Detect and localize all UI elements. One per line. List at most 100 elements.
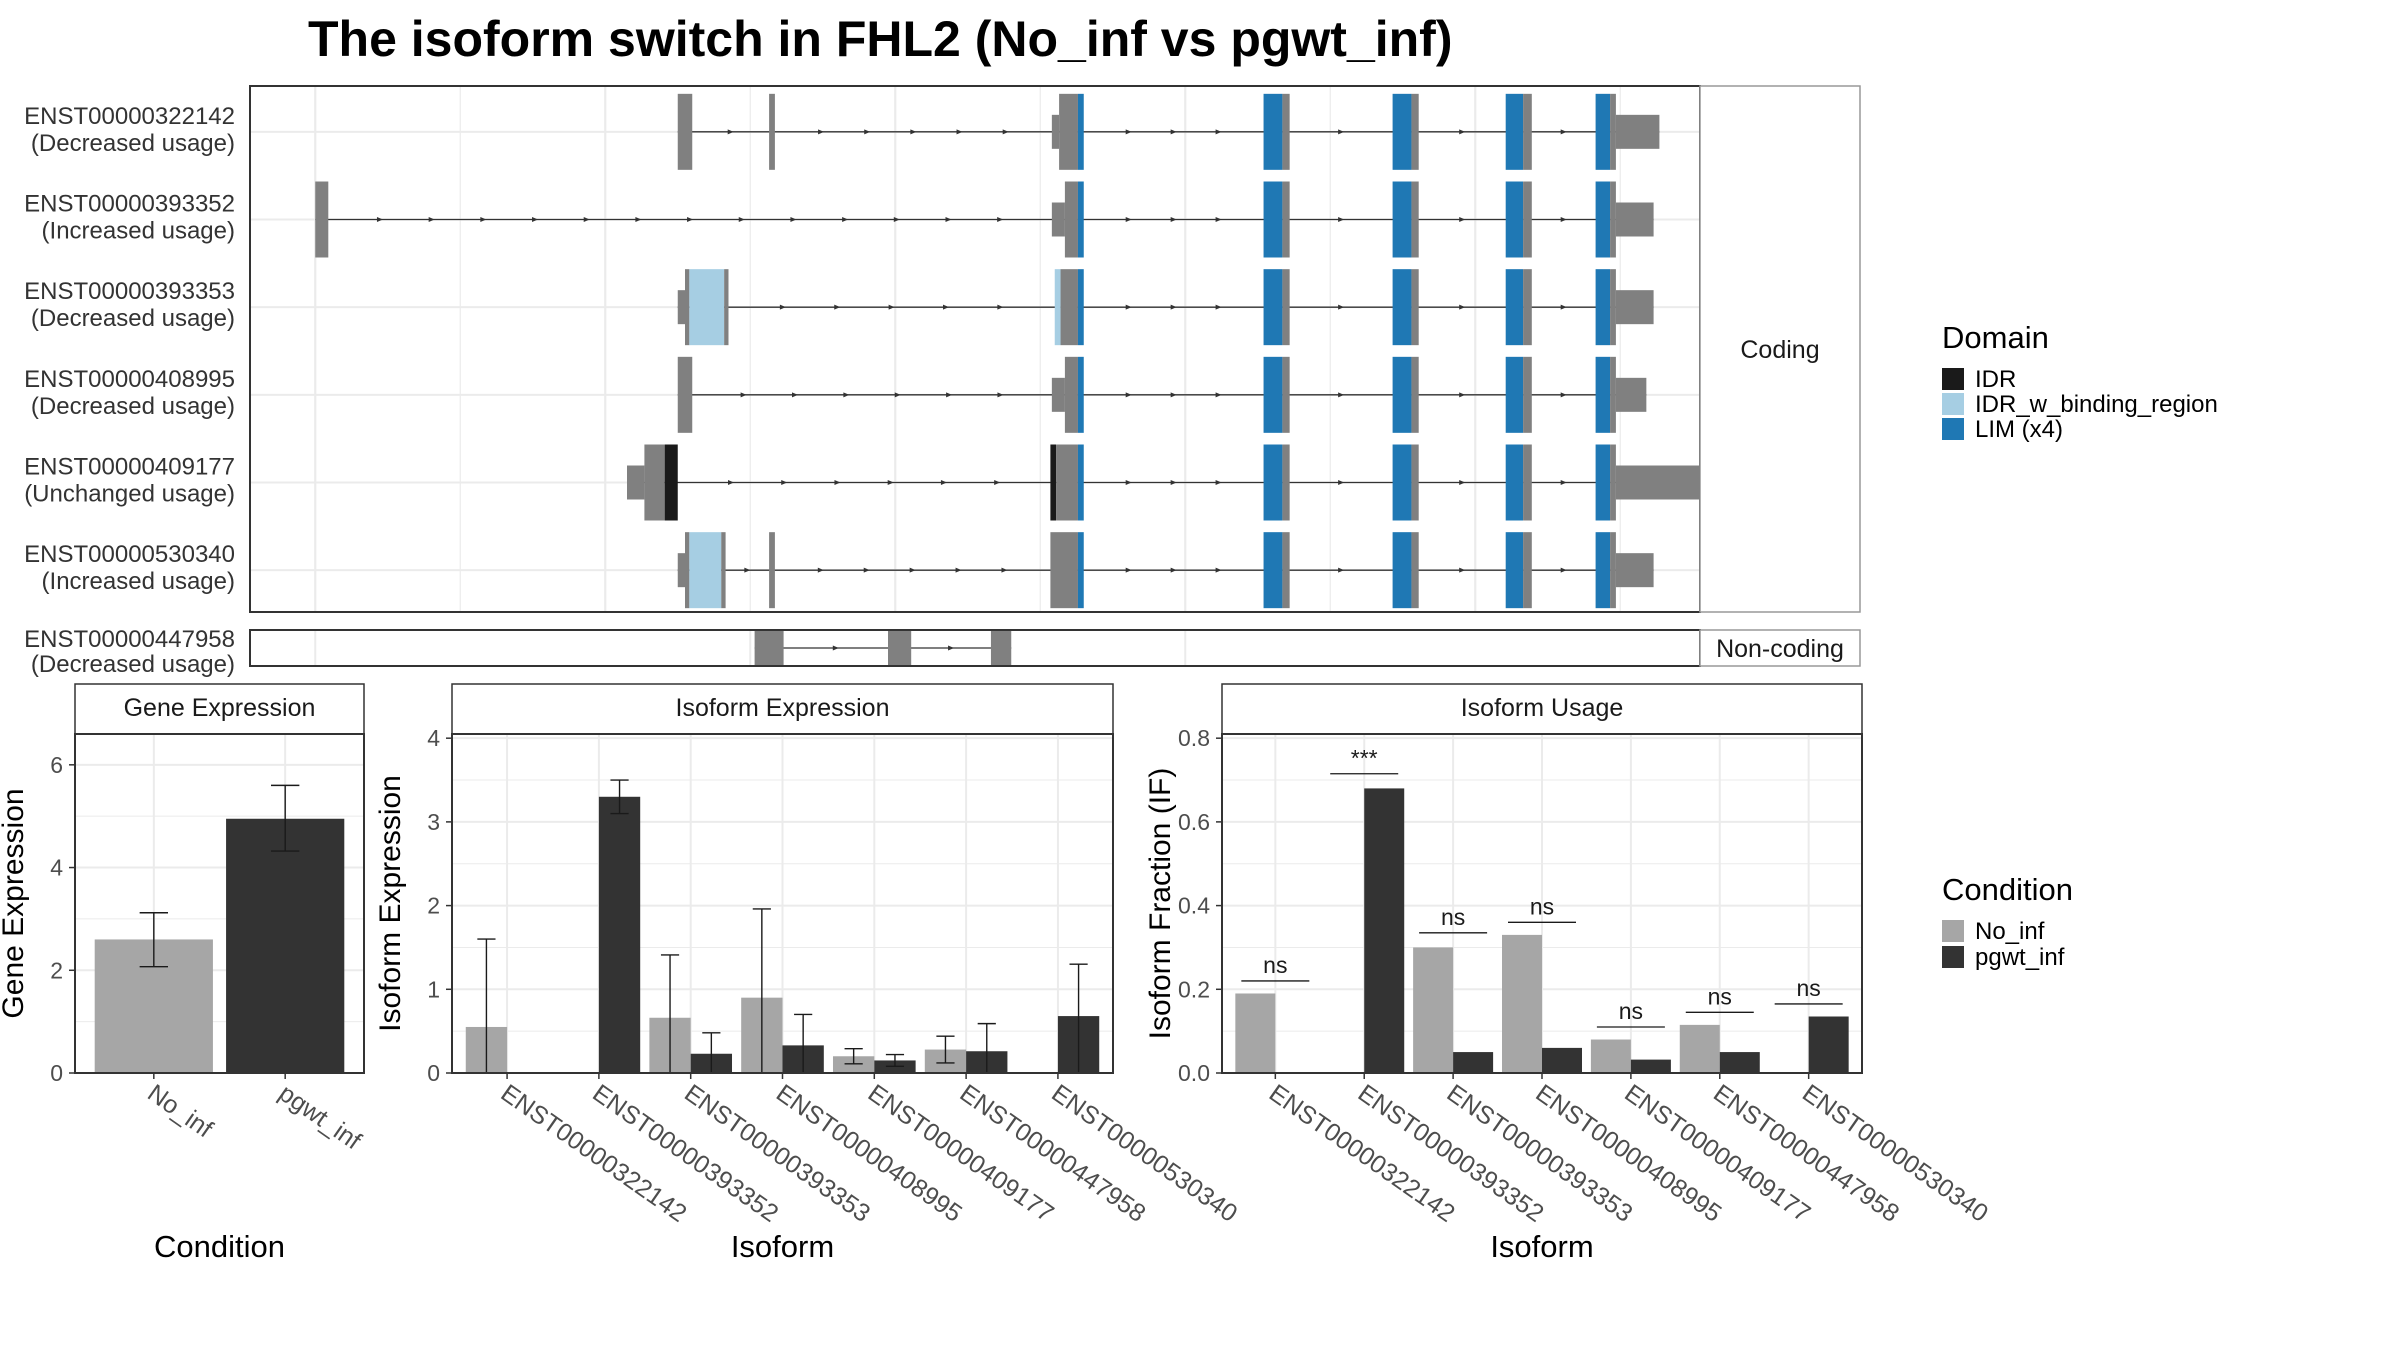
intron-arrow	[910, 129, 917, 135]
lim-x4-domain-block	[1077, 269, 1084, 346]
exon-block	[990, 630, 1012, 666]
lim-x4-domain-block	[1505, 356, 1524, 433]
intron-arrow	[635, 217, 642, 222]
intron-arrow	[1215, 129, 1222, 135]
intron-arrow	[946, 392, 953, 398]
significance-label: ns	[1441, 904, 1465, 930]
domain-legend-label: IDR_w_binding_region	[1975, 391, 2218, 418]
intron-arrow	[1338, 480, 1345, 485]
y-tick-label: 3	[427, 809, 440, 835]
idr-domain-block	[664, 444, 678, 521]
noncoding-facet-label: Non-coding	[1716, 635, 1844, 663]
coding-facet-strip	[1699, 85, 1861, 613]
intron-arrow	[1125, 304, 1132, 310]
significance-label: ns	[1263, 952, 1287, 978]
transcript-usage-label: (Decreased usage)	[31, 651, 235, 678]
exon-block	[769, 532, 775, 609]
y-tick-label: 0.4	[1178, 893, 1210, 919]
transcript-usage-label: (Unchanged usage)	[24, 481, 235, 508]
lim-x4-domain-block	[1505, 532, 1524, 609]
intron-arrow	[727, 480, 734, 485]
intron-arrow	[1560, 304, 1567, 310]
intron-arrow	[1560, 480, 1567, 485]
intron-arrow	[1338, 129, 1345, 135]
exon-block	[1610, 356, 1616, 433]
intron-arrow	[1459, 567, 1466, 573]
condition-legend-label: pgwt_inf	[1975, 944, 2065, 971]
intron-arrow	[863, 567, 870, 573]
lim-x4-domain-block	[1392, 444, 1412, 521]
idr-domain-block	[1050, 444, 1057, 521]
exon-block	[1411, 93, 1419, 170]
intron-arrow	[997, 392, 1004, 398]
plot-panel-border	[74, 733, 365, 1074]
lim-x4-domain-block	[1392, 93, 1412, 170]
exon-block	[1523, 356, 1532, 433]
y-tick-label: 2	[50, 957, 63, 983]
intron-arrow	[1001, 567, 1008, 573]
intron-arrow	[842, 217, 849, 222]
transcript-usage-label: (Decreased usage)	[31, 130, 235, 157]
y-tick-label: 0.8	[1178, 725, 1210, 751]
exon-block	[1050, 532, 1078, 609]
lim-x4-domain-block	[1392, 269, 1412, 346]
exon-block	[1282, 93, 1290, 170]
intron-arrow	[376, 217, 383, 222]
transcript-ENST00000393353	[677, 269, 1654, 346]
bar-no-inf-enst00000409177	[832, 1056, 875, 1073]
domain-legend-label: IDR	[1975, 366, 2016, 393]
significance-label: ns	[1797, 975, 1821, 1001]
exon-block	[1610, 93, 1616, 170]
intron-arrow	[818, 129, 825, 135]
intron-arrow	[945, 217, 952, 222]
idr-w-binding-region-domain-block	[689, 532, 722, 609]
domain-legend-title: Domain	[1942, 320, 2049, 355]
lim-x4-domain-block	[1263, 269, 1283, 346]
intron-arrow	[1459, 480, 1466, 485]
intron-arrow	[1170, 217, 1177, 222]
exon-block	[1282, 444, 1290, 521]
exon-block	[677, 290, 685, 325]
intron-arrow	[727, 129, 734, 135]
domain-legend-key-idr	[1942, 368, 1964, 390]
transcript-ENST00000409177	[627, 444, 1735, 521]
intron-arrow	[738, 217, 745, 222]
exon-block	[1610, 532, 1616, 609]
intron-arrow	[1215, 567, 1222, 573]
lim-x4-domain-block	[1595, 269, 1611, 346]
y-tick-label: 6	[50, 752, 63, 778]
exon-block	[1064, 181, 1078, 258]
intron-arrow	[1125, 392, 1132, 398]
bar-pgwt-inf-enst00000393353	[1453, 1052, 1494, 1073]
exon-block	[1615, 290, 1654, 325]
y-tick-label: 2	[427, 893, 440, 919]
intron-arrow	[779, 304, 786, 310]
lim-x4-domain-block	[1392, 532, 1412, 609]
condition-legend-label: No_inf	[1975, 918, 2045, 945]
intron-arrow	[1338, 304, 1345, 310]
domain-legend-key-idr-w-binding-region	[1942, 393, 1964, 415]
y-axis-title: Isoform Expression	[374, 775, 407, 1032]
exon-block	[724, 269, 729, 346]
intron-arrow	[1560, 392, 1567, 398]
exon-block	[1411, 444, 1419, 521]
exon-block	[1523, 181, 1532, 258]
transcript-ENST00000393352	[315, 181, 1654, 258]
transcript-id-label: ENST00000530340	[24, 541, 235, 568]
intron-arrow	[791, 392, 798, 398]
panel-strip	[1221, 683, 1863, 735]
exon-block	[1282, 356, 1290, 433]
bar-no-inf-enst00000393353	[1413, 947, 1454, 1073]
intron-arrow	[832, 645, 839, 651]
noncoding-facet-strip	[1699, 629, 1861, 667]
intron-arrow	[834, 304, 841, 310]
intron-arrow	[1170, 480, 1177, 485]
exon-block	[1615, 377, 1647, 412]
idr-w-binding-region-domain-block	[689, 269, 725, 346]
intron-arrow	[887, 480, 894, 485]
intron-arrow	[894, 392, 901, 398]
x-axis-title: Condition	[154, 1229, 285, 1264]
exon-block	[1051, 202, 1065, 237]
lim-x4-domain-block	[1077, 532, 1084, 609]
intron-arrow	[1459, 392, 1466, 398]
